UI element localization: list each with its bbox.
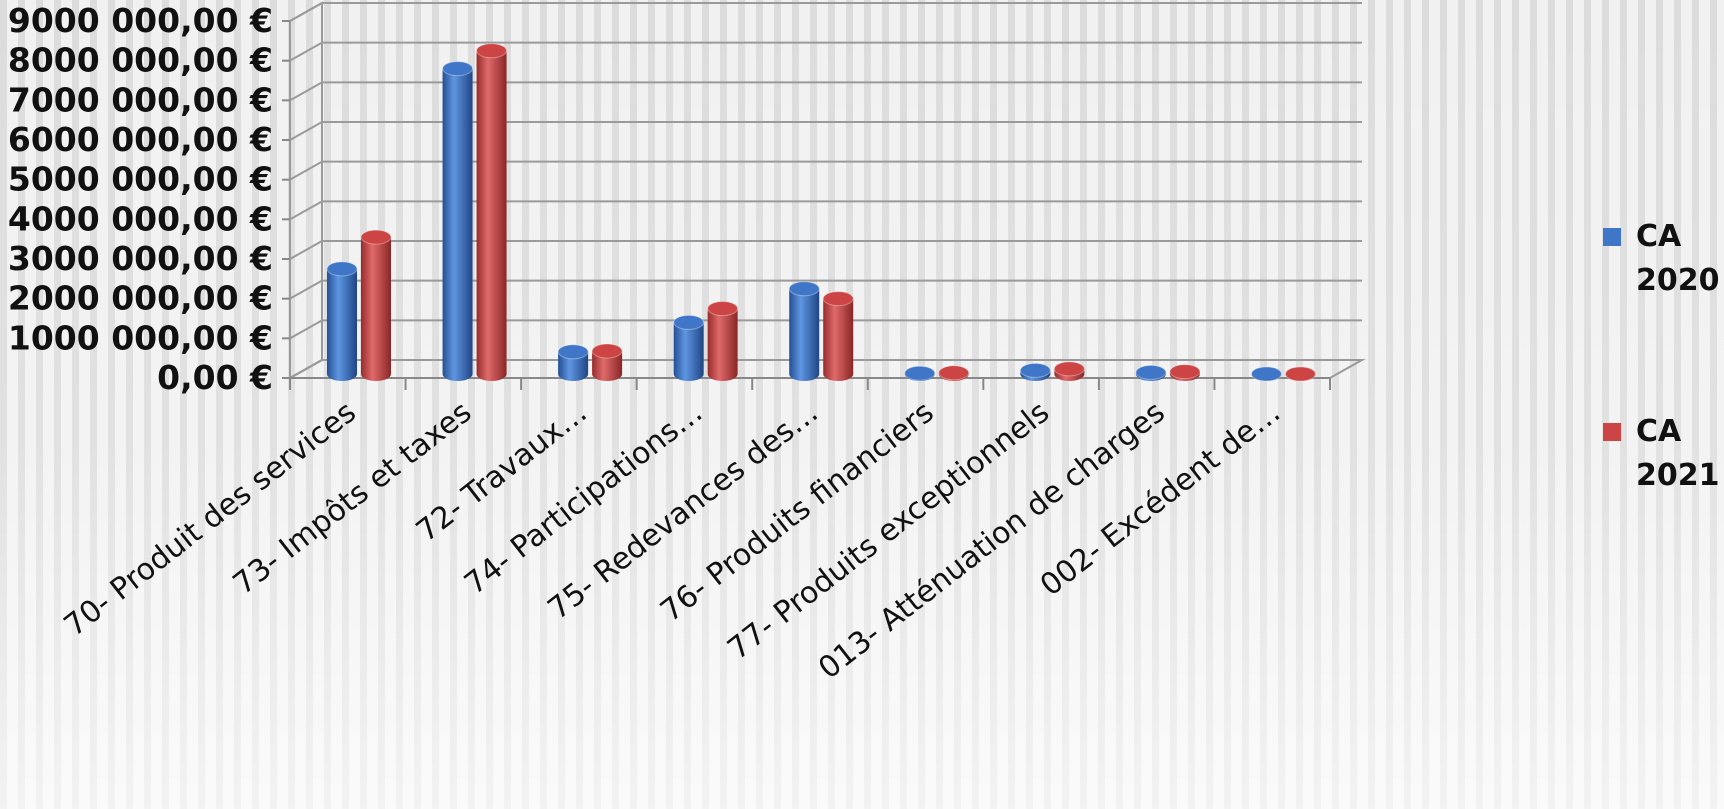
bar-top [938,365,970,381]
bar-body [673,322,704,381]
y-tick-label: 5000 000,00 € [8,160,273,199]
y-tick-label: 8000 000,00 € [8,41,273,80]
gridline-diagonal [289,2,323,22]
bar [360,229,392,381]
y-tick-label: 2000 000,00 € [8,279,273,318]
bar-body [789,288,820,381]
bar-top [707,301,739,317]
legend-swatch [1603,228,1621,246]
bar-body [361,237,391,381]
gridline-diagonal [289,279,323,300]
y-tick-label: 1000 000,00 € [8,318,273,357]
bar-body [558,351,589,381]
y-tick-label: 7000 000,00 € [8,80,273,119]
bar [1284,366,1316,382]
bar-body [823,298,854,381]
bar [326,261,358,381]
gridline-diagonal [289,200,323,221]
bar-body [592,350,623,381]
gridline-diagonal [289,81,323,102]
bar [442,61,474,382]
bar [1053,361,1085,381]
bar-top [1169,364,1201,380]
legend-entry: CA 2021 [1603,414,1720,493]
gridline-diagonal [289,160,323,181]
legend-label: CA 2020 [1636,219,1720,298]
gridline-diagonal [289,359,323,379]
gridline-diagonal [289,319,323,340]
y-tick-label: 4000 000,00 € [8,199,273,238]
bar [673,314,705,381]
legend-entry: CA 2020 [1603,219,1720,298]
bar-top [788,281,820,297]
y-axis-ticks: 0,00 €1000 000,00 €2000 000,00 €3000 000… [8,1,273,397]
legend: CA 2020 CA 2021 [1603,219,1720,493]
gridline-diagonal [289,41,323,62]
bar-top [326,261,358,277]
bar [1169,364,1201,381]
legend-label: CA 2021 [1636,414,1720,493]
bar-top [1284,366,1316,382]
y-tick-label: 3000 000,00 € [8,239,273,278]
bar-body [707,308,738,381]
bar-top [1053,361,1085,377]
bar-body [442,68,473,382]
bar-top [1250,366,1282,382]
gridline-diagonal [289,121,323,141]
bar [938,365,970,381]
bar-top [1135,364,1167,380]
bar [822,291,854,381]
bar-top [442,61,474,77]
bar [1250,366,1282,382]
bar-top [904,365,936,381]
bar-top [1019,362,1051,378]
bar-top [822,291,854,307]
y-tick-label: 0,00 € [157,358,273,397]
y-tick-label: 9000 000,00 € [8,1,273,40]
y-tick-label: 6000 000,00 € [8,120,273,159]
legend-swatch [1603,423,1621,441]
bar-top [360,229,392,245]
bar [707,301,739,381]
bar-top [673,314,705,330]
gridline-diagonal [289,240,323,260]
bar-body [327,268,357,381]
bar [904,365,936,381]
bar-top [557,344,589,360]
bar [1019,362,1051,382]
bar-top [476,43,508,59]
bar [1135,364,1167,381]
bar-top [591,343,623,359]
bar [591,343,623,381]
bars [326,43,1316,382]
bar [476,43,508,381]
bar [788,281,820,381]
bar [557,344,589,381]
bar-body [476,50,507,381]
